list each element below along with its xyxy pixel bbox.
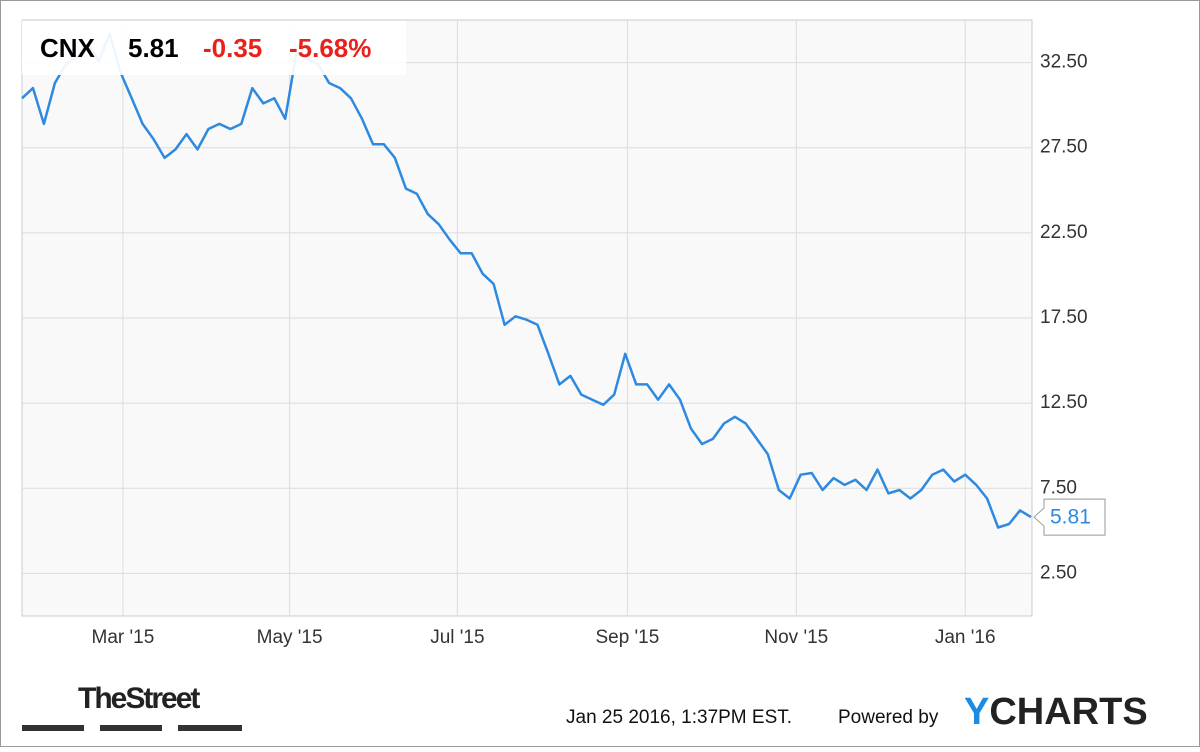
y-tick-label: 17.50 xyxy=(1040,307,1088,328)
price-tag xyxy=(1033,498,1106,536)
y-tick-label: 2.50 xyxy=(1040,562,1077,583)
x-tick-label: May '15 xyxy=(257,627,323,648)
quote-box xyxy=(22,21,406,75)
x-tick-label: Sep '15 xyxy=(595,627,659,648)
logo-bar xyxy=(22,725,84,731)
logo-bar xyxy=(178,725,242,731)
y-tick-label: 27.50 xyxy=(1040,137,1088,158)
x-tick-label: Jul '15 xyxy=(430,627,484,648)
marks xyxy=(21,32,1032,529)
price-line xyxy=(21,32,1032,529)
change-pct: -5.68% xyxy=(289,33,371,63)
timestamp: Jan 25 2016, 1:37PM EST. xyxy=(566,707,792,728)
brand-rest: CHARTS xyxy=(989,691,1147,733)
x-tick-label: Jan '16 xyxy=(935,627,996,648)
logo-bar xyxy=(100,725,162,731)
source-logo: TheStreet xyxy=(78,682,200,715)
change: -0.35 xyxy=(203,33,262,63)
price: 5.81 xyxy=(128,33,179,63)
symbol: CNX xyxy=(40,33,96,63)
y-tick-label: 12.50 xyxy=(1040,392,1088,413)
x-tick-label: Mar '15 xyxy=(92,627,155,648)
y-tick-label: 32.50 xyxy=(1040,52,1088,73)
powered-by: Powered by xyxy=(838,707,939,728)
price-tag-label: 5.81 xyxy=(1050,506,1091,529)
x-tick-label: Nov '15 xyxy=(764,627,828,648)
brand-first: Y xyxy=(964,691,989,733)
brand: YCHARTS xyxy=(964,691,1148,733)
y-tick-label: 7.50 xyxy=(1040,477,1077,498)
y-tick-label: 22.50 xyxy=(1040,222,1088,243)
grid xyxy=(22,20,1032,616)
